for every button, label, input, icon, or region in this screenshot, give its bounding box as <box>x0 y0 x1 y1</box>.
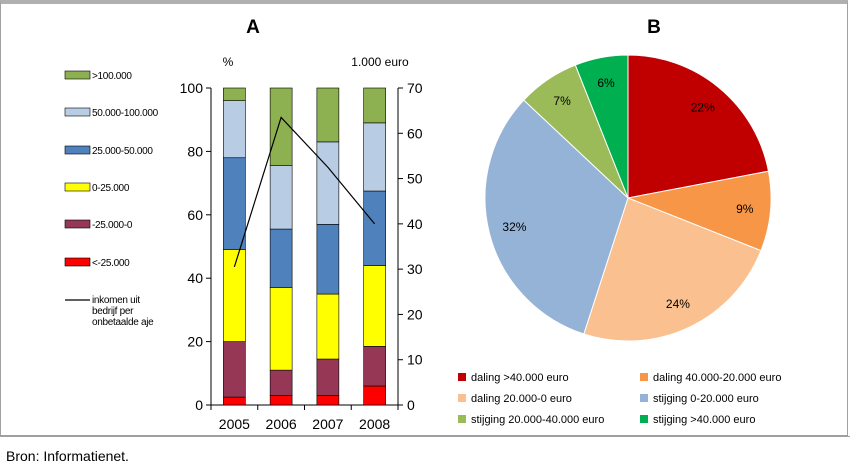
bar-segment <box>363 346 386 387</box>
right-tick-label: 20 <box>407 306 423 322</box>
bar-segment <box>223 249 246 342</box>
pie-slice-label: 6% <box>597 76 615 90</box>
footer-bar <box>0 436 850 471</box>
pie-slice-label: 7% <box>553 94 571 108</box>
left-tick-label: 40 <box>187 270 203 286</box>
pie-legend-label: stijging >40.000 euro <box>653 414 755 426</box>
bar-segment <box>269 228 293 289</box>
legend-swatch <box>64 145 91 155</box>
legend-label: <-25.000 <box>92 258 130 269</box>
bar-segment <box>269 287 293 371</box>
pie-legend-swatch <box>640 394 648 402</box>
bar-segment <box>223 341 246 398</box>
bar-segment <box>269 87 293 166</box>
bar-segment <box>363 87 386 124</box>
bar-segment <box>316 395 340 406</box>
pie-legend-label: stijging 20.000-40.000 euro <box>471 414 604 426</box>
pie-slice <box>484 99 629 335</box>
pie-slice-label: 22% <box>691 101 715 115</box>
bar-segment <box>269 369 293 396</box>
left-tick-label: 100 <box>180 80 204 96</box>
income-line <box>233 116 376 268</box>
x-category-label: 2006 <box>266 416 297 432</box>
bar-segment <box>316 224 340 295</box>
bar-segment <box>363 385 386 406</box>
pie-legend-label: daling 40.000-20.000 euro <box>653 372 781 384</box>
right-axis-unit: 1.000 euro <box>351 55 409 69</box>
legend-line-label: inkomen uit <box>92 295 140 306</box>
source-note: Bron: Informatienet. <box>6 448 129 464</box>
chart-a-title: A <box>246 17 260 38</box>
bar-segment <box>223 396 246 406</box>
legend-swatch <box>64 219 91 229</box>
right-tick-label: 50 <box>407 171 423 187</box>
bar-segment <box>316 293 340 360</box>
left-axis-unit: % <box>223 55 234 69</box>
right-tick-label: 70 <box>407 80 423 96</box>
pie-legend-label: daling >40.000 euro <box>471 372 569 384</box>
bar-segment <box>269 165 293 230</box>
legend-line-label: bedrijf per <box>92 306 134 317</box>
left-tick-label: 0 <box>195 397 203 413</box>
chart-b: B 22% 9% 24% 32% 7% 6% daling >40.000 euro dalin… <box>458 17 781 426</box>
pie-legend-swatch <box>640 373 648 381</box>
chart-frame <box>0 0 848 436</box>
charts-canvas: A% 1.000 euro 0 20 40 60 80 100 0 10 20 30 40 50 60 70 2… <box>64 17 781 432</box>
legend-swatch <box>64 182 91 192</box>
pie-slice <box>583 197 762 342</box>
right-tick-label: 30 <box>407 261 423 277</box>
pie-slice <box>626 170 772 252</box>
chart-b-title: B <box>647 17 661 38</box>
pie-slice <box>574 54 629 199</box>
legend-label: >100.000 <box>92 71 132 82</box>
x-category-label: 2005 <box>219 416 250 432</box>
right-tick-label: 0 <box>407 397 415 413</box>
bar-segment <box>223 100 246 159</box>
left-tick-label: 80 <box>187 143 203 159</box>
bar-segment <box>316 358 340 396</box>
bar-segment <box>223 157 246 250</box>
pie-legend-swatch <box>640 415 648 423</box>
left-tick-label: 20 <box>187 334 203 350</box>
legend-label: 50.000-100.000 <box>92 108 159 119</box>
legend-swatch <box>64 257 91 267</box>
pie-legend-label: daling 20.000-0 euro <box>471 393 572 405</box>
chart-a: A% 1.000 euro 0 20 40 60 80 100 0 10 20 30 40 50 60 70 2… <box>64 17 423 432</box>
bar-segment <box>223 87 246 101</box>
legend-line-label: onbetaalde aje <box>92 317 154 328</box>
legend-label: 25.000-50.000 <box>92 146 153 157</box>
pie-slice <box>627 54 770 199</box>
pie-slice-label: 32% <box>502 220 526 234</box>
bar-segment <box>269 395 293 406</box>
pie-slice-label: 24% <box>666 297 690 311</box>
legend-label: -25.000-0 <box>92 220 133 231</box>
pie-legend-swatch <box>458 415 466 423</box>
bar-segment <box>316 87 340 143</box>
x-category-label: 2008 <box>359 416 390 432</box>
right-tick-label: 10 <box>407 352 423 368</box>
pie-legend-swatch <box>458 394 466 402</box>
right-tick-label: 60 <box>407 125 423 141</box>
left-tick-label: 60 <box>187 207 203 223</box>
bar-segment <box>363 190 386 266</box>
bar-segment <box>316 141 340 225</box>
x-category-label: 2007 <box>312 416 343 432</box>
bar-segment <box>363 265 386 347</box>
pie-slice-label: 9% <box>736 202 754 216</box>
legend-label: 0-25.000 <box>92 183 130 194</box>
pie-legend-swatch <box>458 373 466 381</box>
legend-swatch <box>64 70 91 80</box>
pie-legend-label: stijging 0-20.000 euro <box>653 393 759 405</box>
legend-swatch <box>64 107 91 117</box>
bar-segment <box>363 122 386 192</box>
right-tick-label: 40 <box>407 216 423 232</box>
